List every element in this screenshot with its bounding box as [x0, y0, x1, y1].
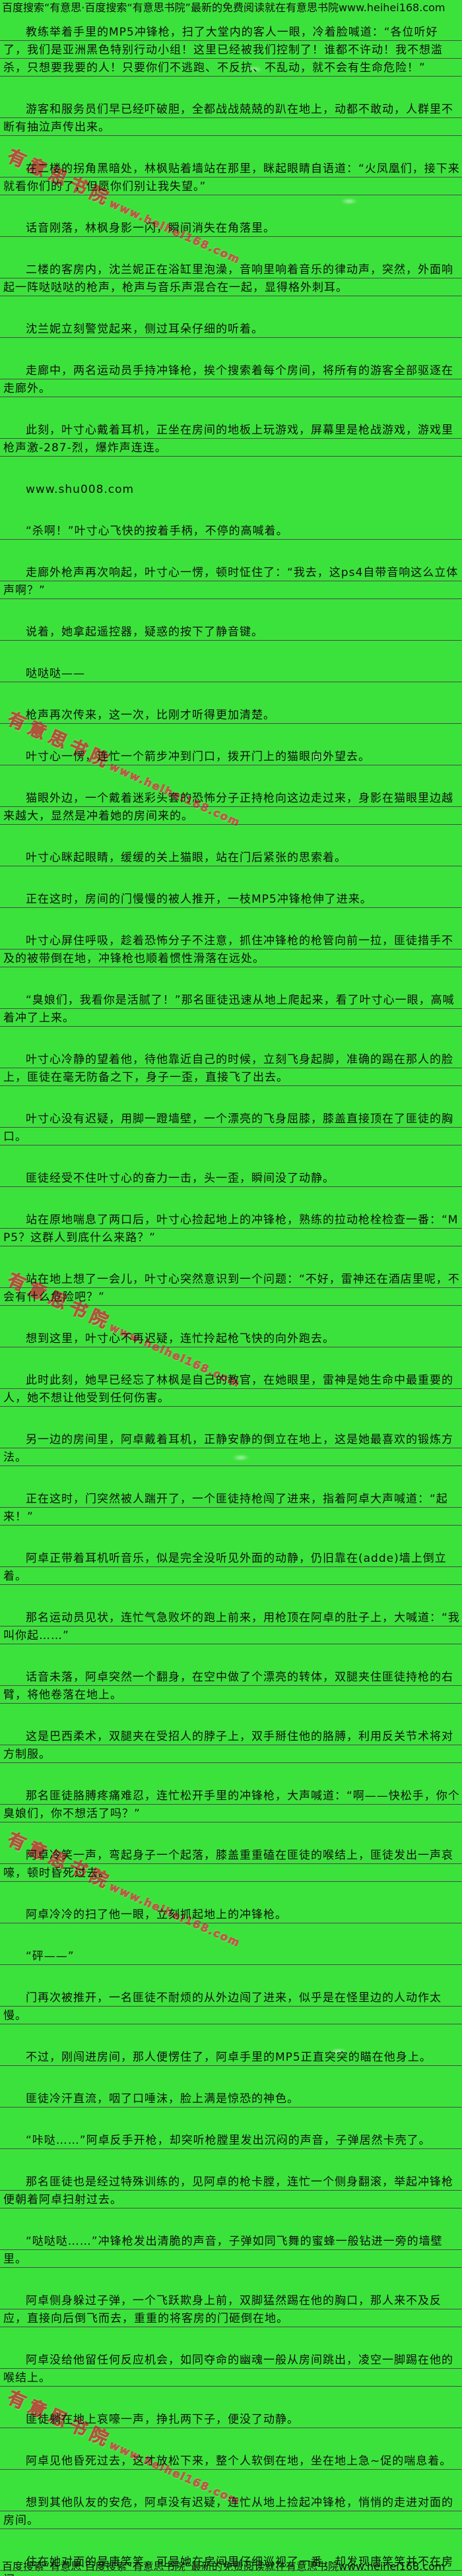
novel-paragraph: 话音刚落，林枫身影一闪，瞬间消失在角落里。: [0, 220, 462, 238]
novel-paragraph: “咔哒……”阿卓反手开枪，却突听枪膛里发出沉闷的声音，子弹居然卡壳了。: [0, 2132, 462, 2150]
novel-paragraph: 匪徒冷汗直流，咽了口唾沫，脸上满是惊恐的神色。: [0, 2090, 462, 2108]
novel-paragraph: 叶寸心屏住呼吸，趁着恐怖分子不注意，抓住冲锋枪的枪管向前一拉，匪徒措手不及的被带…: [0, 932, 462, 968]
novel-paragraph: 此刻，叶寸心戴着耳机，正坐在房间的地板上玩游戏，屏幕里是枪战游戏，游戏里枪声激-…: [0, 422, 462, 457]
novel-paragraph: 阿卓冷笑一声，弯起身子一个起落，膝盖重重磕在匪徒的喉结上，匪徒发出一声哀嚎，顿时…: [0, 1847, 462, 1883]
novel-paragraph: 走廊外枪声再次响起，叶寸心一愣，顿时怔住了：“我去，这ps4自带音响这么立体声啊…: [0, 564, 462, 600]
novel-paragraph: 教练举着手里的MP5冲锋枪，扫了大堂内的客人一眼，冷着脸喊道：“各位听好了，我们…: [0, 24, 462, 77]
novel-paragraph: 叶寸心没有迟疑，用脚一蹬墙壁，一个漂亮的飞身屈膝，膝盖直接顶在了匪徒的胸口。: [0, 1111, 462, 1146]
novel-paragraph: 二楼的客房内，沈兰妮正在浴缸里泡澡，音响里响着音乐的律动声，突然，外面响起一阵哒…: [0, 261, 462, 297]
novel-paragraph: 沈兰妮立刻警觉起来，侧过耳朵仔细的听着。: [0, 321, 462, 338]
novel-paragraph: 那名运动员见状，连忙气急败坏的跑上前来，用枪顶在阿卓的肚子上，大喊道：“我叫你起…: [0, 1609, 462, 1645]
novel-paragraph: “杀啊！”叶寸心飞快的按着手柄，不停的高喊着。: [0, 523, 462, 540]
novel-paragraph: 走廊中，两名运动员手持冲锋枪，挨个搜索着每个房间，将所有的游客全部驱逐在走廊外。: [0, 362, 462, 398]
novel-paragraph: 说着，她拿起遥控器，疑惑的按下了静音键。: [0, 624, 462, 641]
site-link-text: www.shu008.com: [26, 483, 135, 496]
novel-paragraph: 叶寸心一愣，连忙一个箭步冲到门口，拨开门上的猫眼向外望去。: [0, 748, 462, 766]
novel-paragraph: 阿卓没给他留任何反应机会，如同夺命的幽魂一般从房间跳出，凌空一脚踢在他的喉结上。: [0, 2352, 462, 2387]
novel-paragraph: 哒哒哒——: [0, 665, 462, 683]
novel-paragraph: “臭娘们，我看你是活腻了！”那名匪徒迅速从地上爬起来，看了叶寸心一眼，高喊着冲了…: [0, 992, 462, 1027]
novel-paragraph: 站在原地喘息了两口后，叶寸心捡起地上的冲锋枪，熟练的拉动枪栓检查一番：“MP5？…: [0, 1211, 462, 1247]
novel-paragraph: 另一边的房间里，阿卓戴着耳机，正静安静的倒立在地上，这是她最喜欢的锻炼方法。: [0, 1431, 462, 1467]
novel-paragraph: 站在地上想了一会儿，叶寸心突然意识到一个问题：“不好，雷神还在酒店里呢，不会有什…: [0, 1271, 462, 1306]
novel-paragraph: 想到这里，叶寸心不再迟疑，连忙拎起枪飞快的向外跑去。: [0, 1330, 462, 1348]
novel-paragraph: 在二楼的拐角黑暗处，林枫贴着墙站在那里，眯起眼睛自语道：“火凤凰们，接下来就看你…: [0, 160, 462, 196]
novel-content: 教练举着手里的MP5冲锋枪，扫了大堂内的客人一眼，冷着脸喊道：“各位听好了，我们…: [0, 15, 462, 2576]
novel-paragraph: 话音未落，阿卓突然一个翻身，在空中做了个漂亮的转体，双腿夹住匪徒持枪的右臂，将他…: [0, 1669, 462, 1704]
novel-paragraph: 匪徒躺在地上哀嚎一声，挣扎两下子，便没了动静。: [0, 2411, 462, 2429]
novel-paragraph: 那名匪徒胳膊疼痛难忍，连忙松开手里的冲锋枪，大声喊道：“啊——快松手，你个臭娘们…: [0, 1787, 462, 1823]
novel-paragraph: 不过，刚闯进房间，那人便愣住了，阿卓手里的MP5正直突突的瞄在他身上。: [0, 2049, 462, 2067]
novel-paragraph: 正在这时，房间的门慢慢的被人推开，一枝MP5冲锋枪伸了进来。: [0, 891, 462, 909]
novel-paragraph: 那名匪徒也是经过特殊训练的，见阿卓的枪卡膛，连忙一个侧身翻滚，举起冲锋枪便朝着阿…: [0, 2174, 462, 2209]
header-promo-line: 百度搜索“有意思·百度搜索“有意思书院”最新的免费阅读就在有意思书院www.he…: [2, 1, 446, 14]
novel-paragraph: 叶寸心眯起眼睛，缓缓的关上猫眼，站在门后紧张的思索着。: [0, 849, 462, 867]
novel-paragraph: 匪徒经受不住叶寸心的奋力一击，头一歪，瞬间没了动静。: [0, 1170, 462, 1188]
novel-paragraph: 阿卓见他昏死过去，这才放松下来，整个人软倒在地，坐在地上急~促的喘息着。: [0, 2453, 462, 2470]
novel-paragraph: 住在她对面的是唐笑笑，可是她在房间里仔细巡视了一番，却发现唐笑笑并不在房间。: [0, 2554, 462, 2576]
novel-paragraph: 此时此刻，她早已经忘了林枫是自己的教官，在她眼里，雷神是她生命中最重要的人，她不…: [0, 1372, 462, 1407]
novel-paragraph: 这是巴西柔术，双腿夹在受招人的脖子上，双手掰住他的胳膊，利用反关节术将对方制服。: [0, 1728, 462, 1764]
novel-paragraph: 游客和服务员们早已经吓破胆，全都战战兢兢的趴在地上，动都不敢动，人群里不断有抽泣…: [0, 101, 462, 137]
novel-paragraph: 阿卓冷冷的扫了他一眼，立刻抓起地上的冲锋枪。: [0, 1906, 462, 1924]
novel-paragraph: 正在这时，门突然被人踹开了，一个匪徒持枪闯了进来，指着阿卓大声喊道：“起来！”: [0, 1491, 462, 1526]
novel-paragraph: 想到其他队友的安危，阿卓没有迟疑，连忙从地上捡起冲锋枪，悄悄的走进对面的房间。: [0, 2494, 462, 2530]
novel-paragraph: 叶寸心冷静的望着他，待他靠近自己的时候，立刻飞身起脚，准确的踢在那人的脸上，匪徒…: [0, 1051, 462, 1087]
novel-paragraph: 阿卓侧身躲过子弹，一个飞跃欺身上前，双脚猛然踢在他的胸口，那人来不及反应，直接向…: [0, 2292, 462, 2328]
novel-paragraph: “砰——”: [0, 1948, 462, 1966]
novel-paragraph: 枪声再次传来，这一次，比刚才听得更加清楚。: [0, 707, 462, 724]
novel-paragraph: 门再次被推开，一名匪徒不耐烦的从外边闯了进来，似乎是在怪里边的人动作太慢。: [0, 1989, 462, 2025]
novel-paragraph: “哒哒哒……”冲锋枪发出清脆的声音，子弹如同飞舞的蜜蜂一般钻进一旁的墙壁里。: [0, 2233, 462, 2269]
novel-paragraph: 阿卓正带着耳机听音乐，似是完全没听见外面的动静，仍旧靠在(adde)墙上倒立着。: [0, 1550, 462, 1586]
novel-paragraph: 猫眼外边，一个戴着迷彩头套的恐怖分子正持枪向这边走过来，身影在猫眼里边越来越大，…: [0, 790, 462, 825]
